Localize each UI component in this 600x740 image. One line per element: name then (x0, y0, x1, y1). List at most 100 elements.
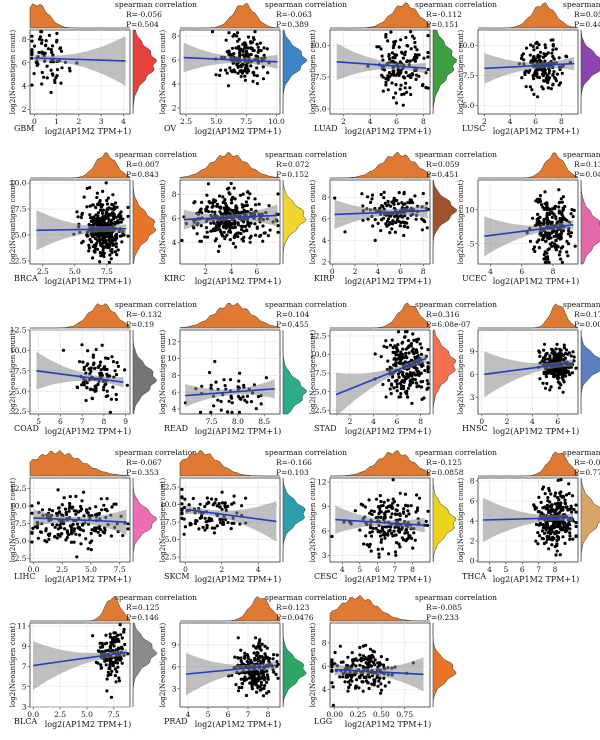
scatter-point (199, 224, 203, 228)
scatter-point (544, 375, 549, 379)
scatter-point (233, 70, 237, 74)
y-tick-label: 10.0 (160, 500, 177, 509)
scatter-point (547, 260, 551, 264)
scatter-point (536, 510, 541, 514)
scatter-point (218, 517, 222, 522)
x-tick-label: 4 (488, 267, 493, 276)
scatter-point (116, 221, 120, 225)
stats-r-value: R=0.316 (426, 310, 460, 319)
scatter-point (377, 661, 382, 665)
x-tick-label: 4 (371, 417, 376, 426)
x-tick-label: 5.0 (85, 565, 97, 574)
scatter-point (201, 525, 205, 529)
scatter-point (68, 495, 72, 499)
scatter-point (106, 232, 110, 236)
scatter-point (80, 499, 84, 503)
scatter-point (533, 507, 537, 511)
stats-r-value: R=0.059 (426, 160, 460, 169)
scatter-point (547, 71, 551, 75)
scatter-point (560, 200, 564, 204)
y-tick-label: 2 (322, 257, 327, 266)
scatter-point (30, 530, 34, 534)
scatter-point (218, 73, 222, 77)
scatter-point (538, 50, 543, 54)
scatter-point (558, 219, 562, 223)
scatter-point (546, 496, 550, 500)
scatter-point (364, 643, 368, 647)
x-axis-label: log2(AP1M2 TPM+1) (195, 277, 282, 286)
scatter-point (88, 541, 92, 545)
scatter-point (341, 675, 345, 679)
scatter-point (106, 196, 110, 200)
confidence-band (484, 216, 574, 257)
scatter-point (549, 231, 553, 235)
scatter-point (259, 683, 263, 687)
scatter-point (394, 533, 398, 537)
y-axis-label: log2(Neoantigen count) (9, 30, 17, 115)
scatter-point (390, 338, 394, 342)
scatter-point (114, 215, 118, 219)
scatter-point (102, 503, 106, 507)
scatter-point (91, 634, 95, 638)
scatter-point (30, 52, 34, 57)
scatter-point (385, 224, 389, 228)
scatter-point (219, 521, 223, 525)
scatter-point (229, 198, 234, 202)
scatter-point (387, 552, 391, 556)
scatter-point (91, 203, 95, 207)
scatter-point (373, 352, 377, 356)
scatter-point (555, 244, 559, 248)
stats-heading: spearman correlation (415, 300, 497, 309)
y-tick-label: 6 (172, 662, 177, 671)
scatter-point (414, 77, 418, 81)
stats-r-value: R=0.131 (574, 160, 600, 169)
scatter-point (402, 92, 406, 96)
scatter-point (243, 654, 247, 659)
scatter-point (563, 218, 568, 222)
scatter-point (240, 225, 244, 229)
scatter-point (249, 207, 253, 212)
scatter-point (531, 74, 535, 78)
scatter-point (537, 54, 541, 58)
scatter-point (212, 404, 216, 408)
scatter-point (426, 348, 430, 352)
y-axis-label: log2(Neoantigen count) (9, 478, 17, 563)
scatter-point (358, 653, 362, 657)
scatter-point (566, 232, 571, 236)
scatter-point (243, 78, 247, 82)
scatter-point (380, 73, 384, 77)
scatter-point (411, 332, 415, 336)
scatter-point (223, 384, 227, 388)
scatter-point (256, 394, 261, 399)
y-tick-label: 4 (470, 517, 475, 526)
scatter-point (333, 650, 337, 655)
x-axis-label: log2(AP1M2 TPM+1) (493, 277, 580, 286)
scatter-point (420, 364, 424, 368)
scatter-point (110, 669, 114, 674)
scatter-point (533, 70, 537, 74)
scatter-point (389, 30, 393, 34)
scatter-point (69, 525, 74, 530)
scatter-point (394, 553, 398, 557)
scatter-point (406, 386, 411, 390)
y-density-curve (132, 29, 157, 115)
scatter-point (403, 335, 407, 339)
y-tick-label: 7.5 (165, 518, 177, 527)
scatter-point (407, 512, 411, 516)
scatter-point (565, 239, 569, 243)
scatter-point (372, 509, 376, 514)
scatter-point (330, 660, 334, 664)
regression-line (335, 518, 425, 527)
scatter-point (338, 644, 342, 648)
scatter-point (571, 215, 575, 219)
scatter-point (122, 233, 126, 237)
y-density-curve (132, 330, 158, 415)
scatter-point (222, 225, 226, 229)
scatter-point (243, 225, 247, 229)
stats-r-value: R=0.125 (126, 603, 160, 612)
scatter-point (199, 515, 204, 520)
scatter-point (339, 660, 343, 664)
scatter-point (82, 514, 86, 518)
scatter-point (384, 35, 388, 39)
